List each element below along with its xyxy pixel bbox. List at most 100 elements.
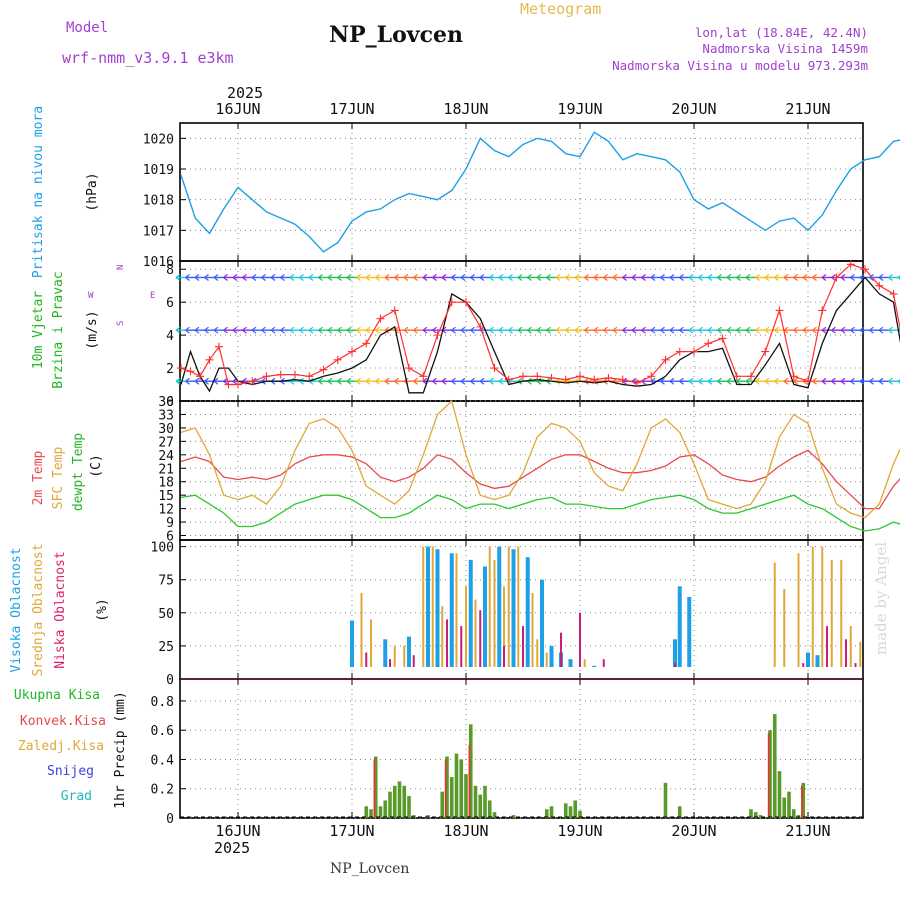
y-tick-label: 1020 bbox=[143, 132, 174, 147]
wind-arrow-head bbox=[194, 326, 200, 334]
wind-gust-marker bbox=[675, 347, 684, 356]
wind-arrow-head bbox=[831, 377, 836, 385]
y-tick-label: 8 bbox=[166, 263, 174, 278]
wind-arrow-head bbox=[897, 378, 900, 384]
x-tick-label-top: 20JUN bbox=[671, 100, 716, 118]
wind-arrow-head bbox=[536, 326, 542, 334]
cloud-bar-1 bbox=[483, 566, 487, 667]
wind-gust-marker bbox=[276, 370, 285, 379]
wind-arrow-head bbox=[441, 273, 447, 281]
x-tick-label-bottom: 16JUN bbox=[215, 822, 260, 840]
x-tick-label-top: 21JUN bbox=[785, 100, 830, 118]
y-tick-label: 0.6 bbox=[151, 724, 174, 739]
cloud-bar-3 bbox=[446, 619, 448, 667]
cloud-bar-2 bbox=[783, 588, 786, 667]
precip-total-bar bbox=[787, 791, 791, 818]
wind-arrow-head bbox=[185, 326, 190, 334]
cloud-bar-3 bbox=[460, 626, 463, 667]
wind-arrow-head bbox=[213, 326, 219, 334]
wind-gust-marker bbox=[186, 367, 195, 376]
wind-gust-marker bbox=[690, 347, 698, 356]
wind-gust-marker bbox=[533, 372, 542, 381]
wind-gust-marker bbox=[590, 375, 599, 384]
precip-total-bar bbox=[392, 785, 397, 818]
precip-total-bar bbox=[388, 791, 392, 818]
cloud-bar-1 bbox=[468, 559, 473, 667]
wind-arrow-head bbox=[403, 326, 409, 334]
cloud-bar-2 bbox=[455, 553, 458, 667]
wind-arrow-head bbox=[242, 273, 247, 281]
wind-arrow-head bbox=[413, 273, 418, 281]
wind-arrow-head bbox=[584, 273, 589, 281]
wind-arrow-head bbox=[650, 326, 656, 334]
wind-arrow-head bbox=[270, 326, 276, 334]
wind-gust-marker bbox=[718, 334, 727, 343]
y-tick-label: 100 bbox=[151, 541, 174, 556]
wind-arrow-head bbox=[175, 326, 181, 334]
wind-arrow-head bbox=[869, 326, 874, 334]
wind-arrow-head bbox=[394, 377, 399, 385]
wind-arrow-head bbox=[622, 326, 627, 334]
precip-total-bar bbox=[373, 756, 378, 818]
y-tick-label: 1017 bbox=[143, 224, 174, 239]
pressure-unit: (hPa) bbox=[85, 172, 100, 211]
wind-arrow-head bbox=[812, 326, 817, 334]
wind-arrow-head bbox=[498, 273, 504, 281]
wind-arrow-head bbox=[669, 273, 675, 281]
y-tick-label: 25 bbox=[158, 640, 174, 655]
wind-arrow-head bbox=[375, 326, 380, 334]
wind-arrow-head bbox=[755, 377, 760, 385]
cloud-bar-2 bbox=[393, 645, 396, 667]
cloud-bar-3 bbox=[602, 659, 605, 667]
cloud-bar-1 bbox=[497, 546, 502, 667]
cloud-bar-2 bbox=[360, 592, 363, 667]
wind-arrow-head bbox=[194, 273, 200, 281]
x-tick-label-top: 17JUN bbox=[329, 100, 374, 118]
wind-arrow-head bbox=[755, 326, 760, 334]
wind-gust-marker bbox=[804, 377, 812, 386]
wind-arrow-head bbox=[688, 377, 694, 385]
wind-arrow-head bbox=[622, 273, 627, 281]
cloud-bar-2 bbox=[370, 619, 372, 667]
wind-arrow-head bbox=[223, 326, 228, 334]
precip-legend-4: Snijeg bbox=[47, 764, 94, 779]
wind-arrow-head bbox=[574, 326, 580, 334]
precip-total-bar bbox=[449, 777, 454, 818]
wind-arrow-head bbox=[527, 273, 532, 281]
precip-total-bar bbox=[378, 806, 383, 818]
wind-gust-marker bbox=[348, 347, 356, 356]
wind-arrow-head bbox=[793, 273, 798, 281]
precip-total-bar bbox=[768, 730, 772, 818]
wind-arrow-head bbox=[821, 326, 827, 334]
wind-gust-marker bbox=[248, 377, 257, 386]
y-tick-label: 24 bbox=[158, 449, 174, 464]
wind-gust-marker bbox=[390, 306, 399, 315]
wind-arrow-head bbox=[432, 377, 437, 385]
cloud-bar-2 bbox=[507, 546, 510, 667]
y-tick-label: 6 bbox=[166, 296, 174, 311]
wind-arrow-head bbox=[375, 273, 380, 281]
wind-arrow-head bbox=[641, 326, 646, 334]
cloud-bar-1 bbox=[540, 579, 544, 667]
y-tick-label: 1016 bbox=[143, 255, 174, 270]
wind-arrow-head bbox=[783, 326, 789, 334]
wind-arrow-head bbox=[327, 273, 333, 281]
wind-gust-marker bbox=[875, 281, 884, 290]
wind-arrow-head bbox=[631, 326, 637, 334]
wind-arrow-head bbox=[774, 377, 779, 385]
footer-station: NP_Lovcen bbox=[330, 861, 410, 877]
wind-arrow-head bbox=[745, 326, 751, 334]
cloud-bar-1 bbox=[806, 652, 810, 667]
wind-arrow-head bbox=[451, 377, 456, 385]
cloud-bar-2 bbox=[840, 559, 843, 667]
wind-arrow-head bbox=[612, 326, 618, 334]
temp-line-2 bbox=[180, 399, 900, 519]
cloud-bar-1 bbox=[511, 549, 516, 667]
wind-arrow-head bbox=[897, 275, 900, 280]
meteogram-title: Meteogram bbox=[520, 0, 602, 18]
wind-arrow-head bbox=[888, 326, 893, 334]
y-tick-label: 18 bbox=[158, 476, 174, 491]
precip-total-bar bbox=[573, 800, 578, 818]
wind-gust-marker bbox=[234, 380, 242, 389]
wind-gust-marker bbox=[547, 373, 556, 382]
